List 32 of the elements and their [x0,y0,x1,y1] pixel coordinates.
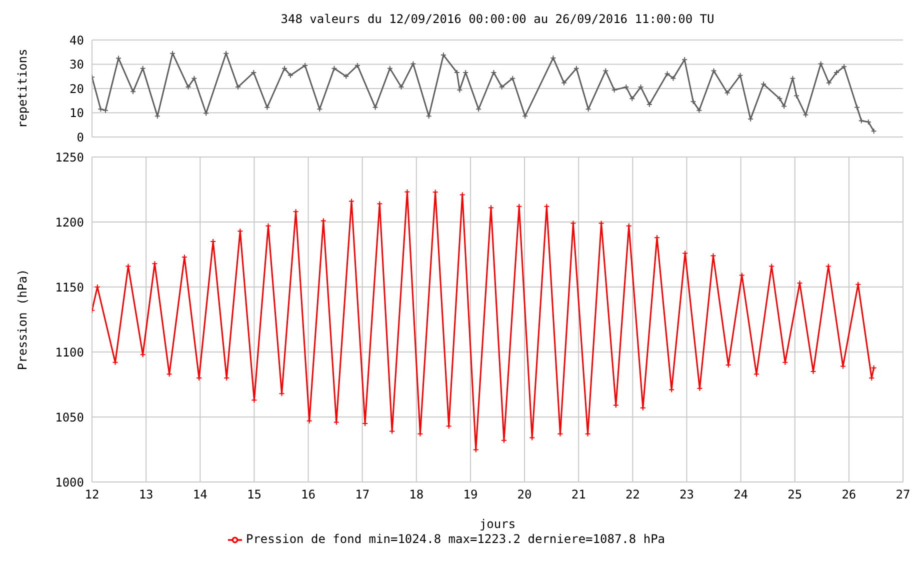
x-axis-title: jours [479,517,516,531]
x-tick-label: 22 [625,488,640,502]
x-tick-label: 13 [138,488,154,502]
x-tick-label: 27 [896,488,910,502]
x-tick-label: 17 [355,488,370,502]
y-tick-label: 20 [70,82,84,96]
x-tick-label: 21 [571,488,586,502]
y-tick-label: 1100 [55,345,84,360]
chart-title: 348 valeurs du 12/09/2016 00:00:00 au 26/09/2016 11:00:00 TU [280,12,716,26]
x-tick-label: 18 [409,488,424,502]
y-tick-label: 1150 [55,280,84,294]
y-axis-title: repetitions [15,48,30,128]
y-tick-label: 1200 [55,215,84,230]
y-tick-label: 1050 [55,410,84,424]
x-tick-label: 15 [246,488,262,502]
y-tick-label: 1250 [55,150,84,164]
legend-label: Pression de fond min=1024.8 max=1223.2 derniere=1087.8 hPa [246,532,666,546]
x-tick-label: 20 [517,488,532,502]
y-tick-label: 30 [70,58,84,72]
x-tick-label: 16 [301,488,316,502]
y-tick-label: 10 [70,106,84,120]
x-tick-label: 12 [84,488,100,502]
x-tick-label: 23 [680,488,694,502]
x-tick-label: 25 [788,488,802,502]
x-tick-label: 24 [734,488,748,502]
y-tick-label: 0 [76,130,84,144]
x-tick-label: 14 [192,488,208,502]
y-axis-title: Pression (hPa) [15,268,30,370]
y-tick-label: 1000 [55,475,84,490]
x-tick-label: 19 [463,488,478,502]
y-tick-label: 40 [70,33,84,48]
x-tick-label: 26 [842,488,856,502]
